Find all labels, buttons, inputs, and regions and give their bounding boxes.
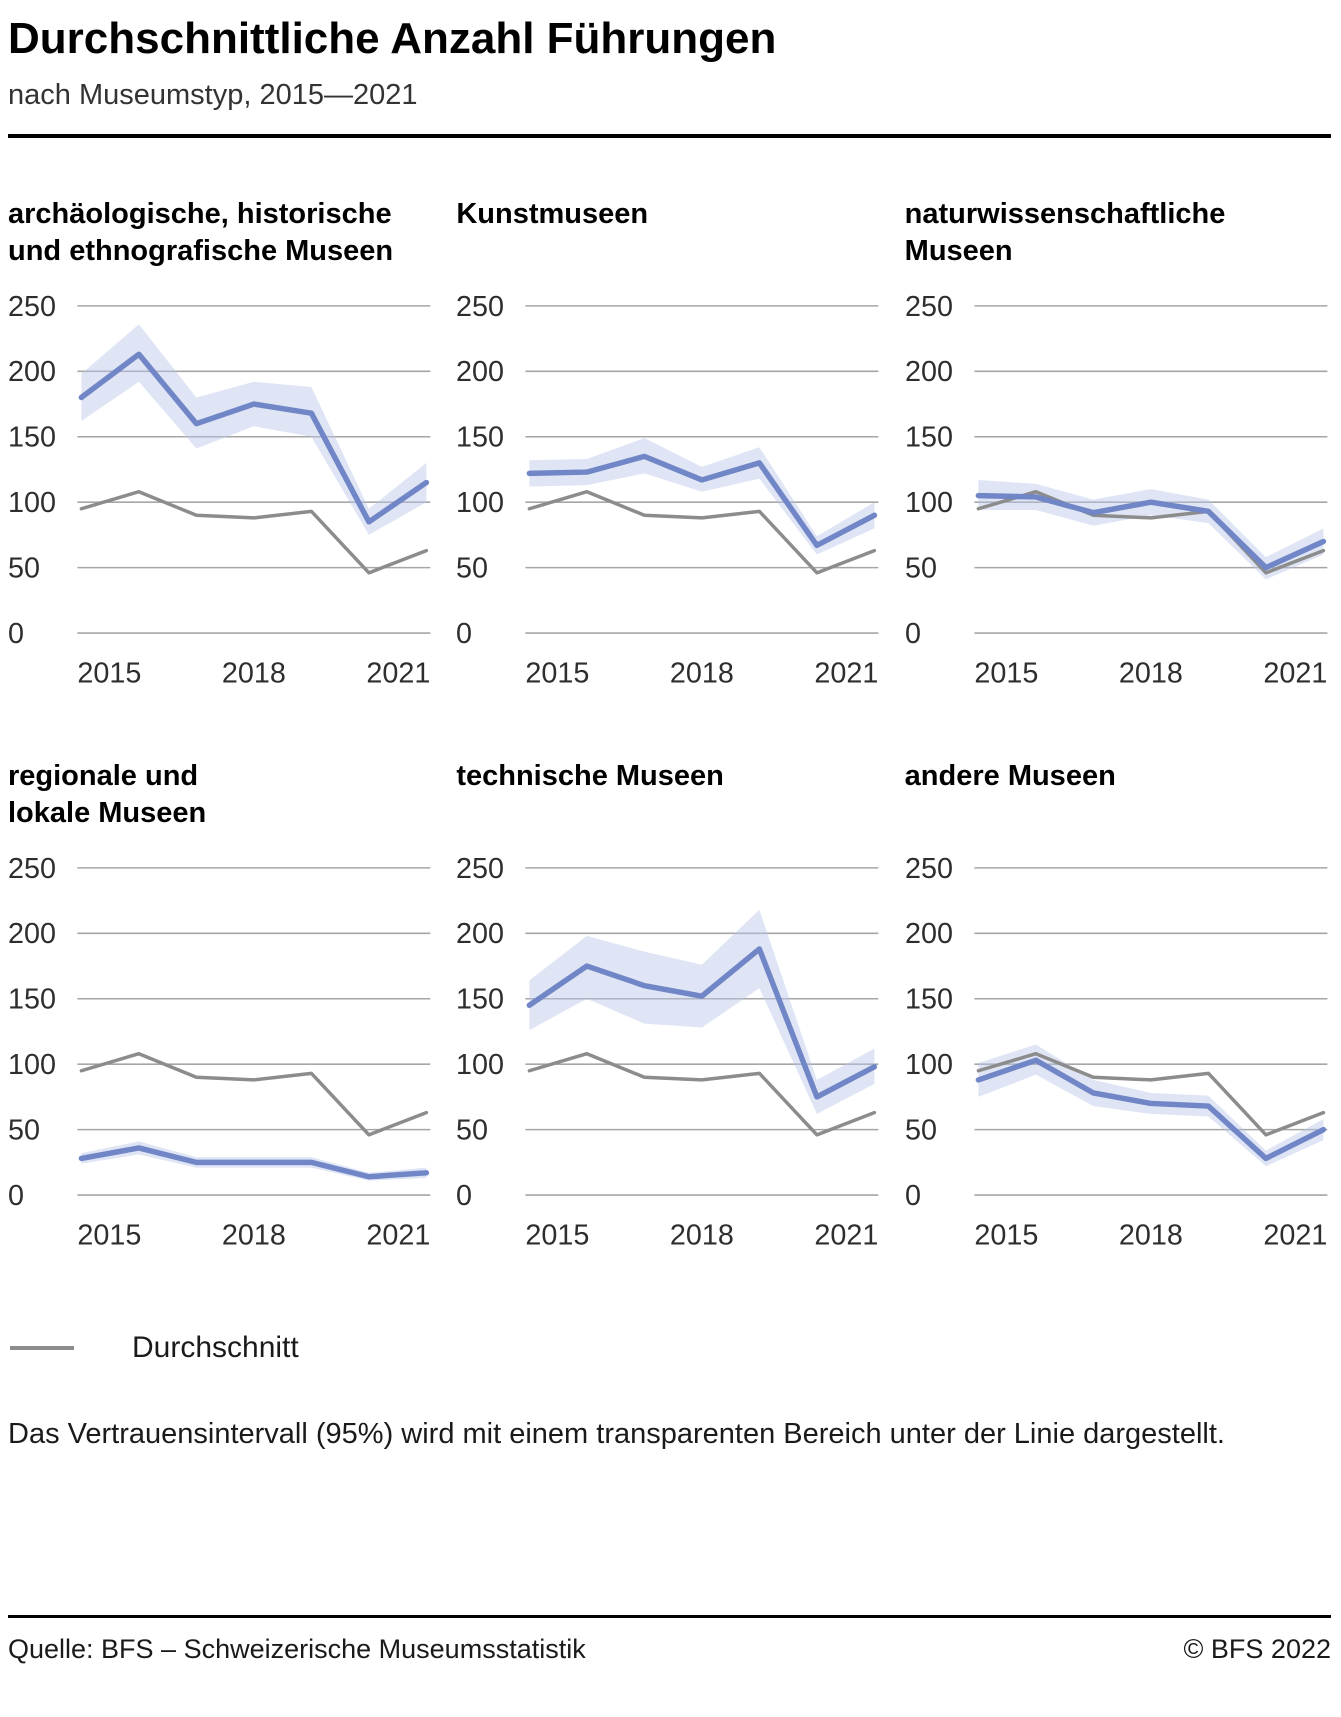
svg-text:2021: 2021	[815, 1220, 879, 1252]
svg-text:0: 0	[8, 1180, 24, 1212]
svg-text:2018: 2018	[222, 657, 286, 689]
svg-text:250: 250	[905, 853, 953, 885]
svg-text:2018: 2018	[1119, 657, 1183, 689]
legend: Durchschnitt	[10, 1331, 1331, 1365]
svg-text:50: 50	[905, 1115, 937, 1147]
svg-text:2015: 2015	[77, 657, 141, 689]
svg-text:250: 250	[456, 290, 504, 322]
svg-text:150: 150	[905, 421, 953, 453]
svg-text:2021: 2021	[1263, 1220, 1327, 1252]
svg-text:50: 50	[8, 552, 40, 584]
svg-text:250: 250	[8, 290, 56, 322]
page-title: Durchschnittliche Anzahl Führungen	[8, 14, 777, 63]
line-chart-regional-local: 0 50 100 150 200 250 2015 2018 2021	[8, 853, 431, 1252]
svg-text:150: 150	[456, 421, 504, 453]
svg-text:150: 150	[905, 984, 953, 1016]
svg-text:0: 0	[456, 1180, 472, 1212]
svg-text:200: 200	[456, 356, 504, 388]
panel-title: regionale und lokale Museen	[8, 760, 207, 830]
svg-text:2021: 2021	[815, 657, 879, 689]
svg-text:150: 150	[8, 984, 56, 1016]
line-chart-natural-science: 0 50 100 150 200 250 2015 2018 2021	[905, 290, 1327, 689]
line-chart-other: 0 50 100 150 200 250 2015 2018 2021	[905, 853, 1327, 1252]
chart-panel-regional-local: regionale und lokale Museen 0 50 100 150 200…	[8, 758, 434, 1252]
line-chart-art: 0 50 100 150 200 250 2015 2018 2021	[456, 290, 879, 689]
footer: Quelle: BFS – Schweizerische Museumsstat…	[8, 1614, 1331, 1665]
source-text: Quelle: BFS – Schweizerische Museumsstat…	[8, 1633, 586, 1664]
chart-panel-other: andere Museen 0 50 100 150 200 250 2015 2018 202…	[904, 758, 1331, 1252]
chart-panel-natural-science: naturwissenschaftliche Museen 0 50 100 150 2…	[904, 196, 1331, 690]
svg-text:250: 250	[456, 853, 504, 885]
svg-text:0: 0	[905, 1180, 921, 1212]
legend-label: Durchschnitt	[132, 1330, 299, 1364]
svg-text:100: 100	[905, 1049, 953, 1081]
line-chart-archaeological: 0 50 100 150 200 250 2015 2018 2021	[8, 290, 431, 689]
page-subtitle: nach Museumstyp, 2015—2021	[8, 78, 418, 111]
panel-title: andere Museen	[904, 760, 1116, 793]
chart-panel-technical: technische Museen 0 50 100 150 200 250 2015 201…	[456, 758, 882, 1252]
svg-text:50: 50	[905, 552, 937, 584]
svg-text:2021: 2021	[366, 1220, 430, 1252]
svg-text:2018: 2018	[670, 657, 734, 689]
svg-text:250: 250	[905, 290, 953, 322]
svg-text:2018: 2018	[222, 1220, 286, 1252]
panel-title: archäologische, historische und ethnogra…	[8, 197, 394, 267]
svg-text:0: 0	[905, 618, 921, 650]
chart-grid: archäologische, historische und ethnogra…	[8, 196, 1331, 1252]
header: Durchschnittliche Anzahl Führungen nach …	[8, 14, 1331, 138]
svg-text:2015: 2015	[526, 657, 590, 689]
svg-text:2015: 2015	[974, 657, 1038, 689]
header-divider	[8, 133, 1331, 138]
svg-text:200: 200	[905, 356, 953, 388]
svg-text:200: 200	[8, 918, 56, 950]
svg-text:200: 200	[905, 918, 953, 950]
svg-text:2021: 2021	[366, 657, 430, 689]
svg-text:2021: 2021	[1263, 657, 1327, 689]
panel-title: Kunstmuseen	[456, 197, 649, 230]
svg-text:2015: 2015	[526, 1220, 590, 1252]
chart-panel-art: Kunstmuseen 0 50 100 150 200 250 2015 2018 2021	[456, 196, 882, 689]
svg-text:150: 150	[8, 421, 56, 453]
svg-text:50: 50	[8, 1115, 40, 1147]
svg-text:2015: 2015	[974, 1220, 1038, 1252]
svg-text:2018: 2018	[670, 1220, 734, 1252]
chart-panel-archaeological: archäologische, historische und ethnogra…	[8, 196, 434, 689]
copyright-text: © BFS 2022	[1183, 1633, 1331, 1664]
footnote: Das Vertrauensintervall (95%) wird mit e…	[8, 1417, 1225, 1450]
line-chart-technical: 0 50 100 150 200 250 2015 2018 2021	[456, 853, 879, 1252]
svg-text:0: 0	[456, 618, 472, 650]
panel-title: naturwissenschaftliche Museen	[904, 197, 1226, 267]
svg-text:200: 200	[8, 356, 56, 388]
svg-text:100: 100	[8, 487, 56, 519]
svg-text:100: 100	[8, 1049, 56, 1081]
svg-text:2018: 2018	[1119, 1220, 1183, 1252]
svg-text:50: 50	[456, 1115, 488, 1147]
panel-title: technische Museen	[456, 760, 724, 793]
svg-text:2015: 2015	[77, 1220, 141, 1252]
svg-text:150: 150	[456, 984, 504, 1016]
svg-text:100: 100	[456, 1049, 504, 1081]
svg-text:100: 100	[456, 487, 504, 519]
average-line-swatch	[10, 1345, 74, 1350]
svg-text:50: 50	[456, 552, 488, 584]
svg-text:250: 250	[8, 853, 56, 885]
svg-text:200: 200	[456, 918, 504, 950]
svg-text:100: 100	[905, 487, 953, 519]
svg-text:0: 0	[8, 618, 24, 650]
